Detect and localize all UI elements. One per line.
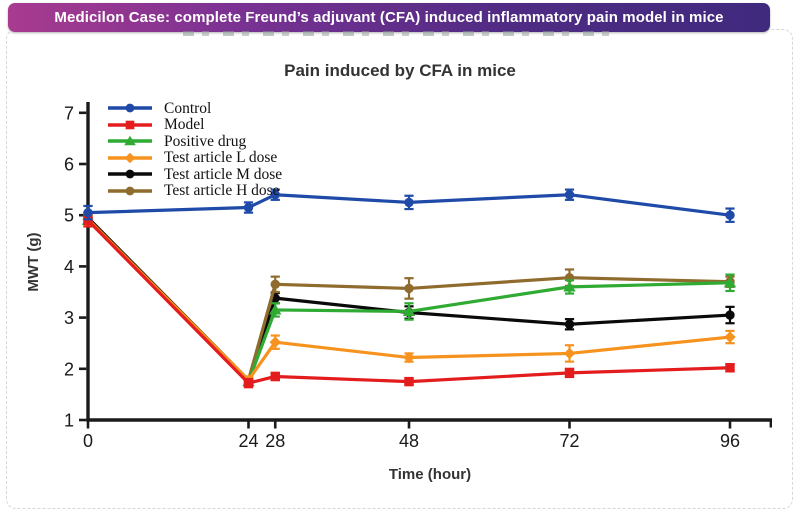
obscured-text-row bbox=[183, 31, 621, 36]
legend-item-control: Control bbox=[107, 100, 282, 117]
y-tick-label: 4 bbox=[64, 257, 74, 277]
legend-control-marker-icon bbox=[108, 103, 152, 113]
chart-legend: Control Model Positive drug Test article L … bbox=[107, 100, 282, 199]
legend-positive-drug-marker-icon bbox=[108, 136, 152, 146]
legend-item-test-article-m-dose: Test article M dose bbox=[107, 166, 282, 183]
legend-label: Positive drug bbox=[164, 132, 247, 150]
y-axis-label: MWT (g) bbox=[25, 232, 42, 292]
legend-label: Test article L dose bbox=[164, 149, 278, 166]
header-banner-text: Medicilon Case: complete Freund’s adjuva… bbox=[54, 9, 724, 26]
y-tick-label: 3 bbox=[64, 308, 74, 328]
x-tick-label: 72 bbox=[559, 431, 579, 451]
y-tick-label: 7 bbox=[64, 103, 74, 123]
x-tick-label: 0 bbox=[83, 431, 93, 451]
legend-label: Model bbox=[164, 116, 205, 133]
legend-test-article-l-dose-marker-icon bbox=[108, 152, 152, 163]
y-tick-label: 2 bbox=[64, 359, 74, 379]
x-axis-label: Time (hour) bbox=[388, 466, 472, 483]
y-tick-label: 6 bbox=[64, 155, 74, 175]
legend-item-test-article-l-dose: Test article L dose bbox=[107, 150, 282, 167]
legend-item-model: Model bbox=[107, 117, 282, 134]
legend-item-test-article-h-dose: Test article H dose bbox=[107, 183, 282, 200]
y-tick-label: 5 bbox=[64, 206, 74, 226]
legend-label: Control bbox=[164, 99, 212, 117]
series-control bbox=[83, 188, 735, 223]
x-tick-label: 28 bbox=[265, 431, 285, 451]
legend-test-article-h-dose-marker-icon bbox=[108, 186, 152, 196]
legend-item-positive-drug: Positive drug bbox=[107, 133, 282, 150]
header-banner: Medicilon Case: complete Freund’s adjuva… bbox=[8, 3, 770, 32]
legend-model-marker-icon bbox=[108, 120, 152, 130]
chart-title: Pain induced by CFA in mice bbox=[284, 61, 516, 80]
x-tick-label: 48 bbox=[399, 431, 419, 451]
legend-test-article-m-dose-marker-icon bbox=[108, 169, 152, 179]
series-test-article-l-dose bbox=[82, 213, 736, 386]
x-tick-label: 96 bbox=[720, 431, 740, 451]
x-tick-label: 24 bbox=[238, 431, 258, 451]
legend-label: Test article M dose bbox=[164, 165, 283, 183]
y-tick-label: 1 bbox=[64, 411, 74, 431]
legend-label: Test article H dose bbox=[164, 182, 280, 199]
